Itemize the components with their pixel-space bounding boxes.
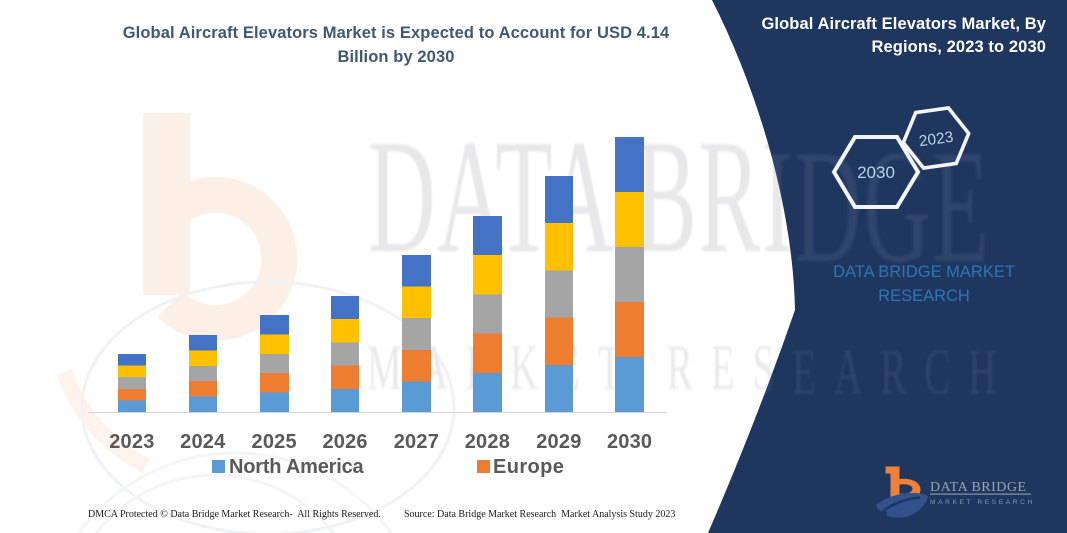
svg-text:DATA BRIDGE: DATA BRIDGE	[930, 480, 1027, 495]
svg-text:2023: 2023	[918, 129, 955, 151]
svg-text:2030: 2030	[857, 163, 895, 182]
svg-text:MARKET RESEARCH: MARKET RESEARCH	[930, 499, 1035, 506]
svg-text:MARKET RESEARCH: MARKET RESEARCH	[367, 335, 1014, 408]
